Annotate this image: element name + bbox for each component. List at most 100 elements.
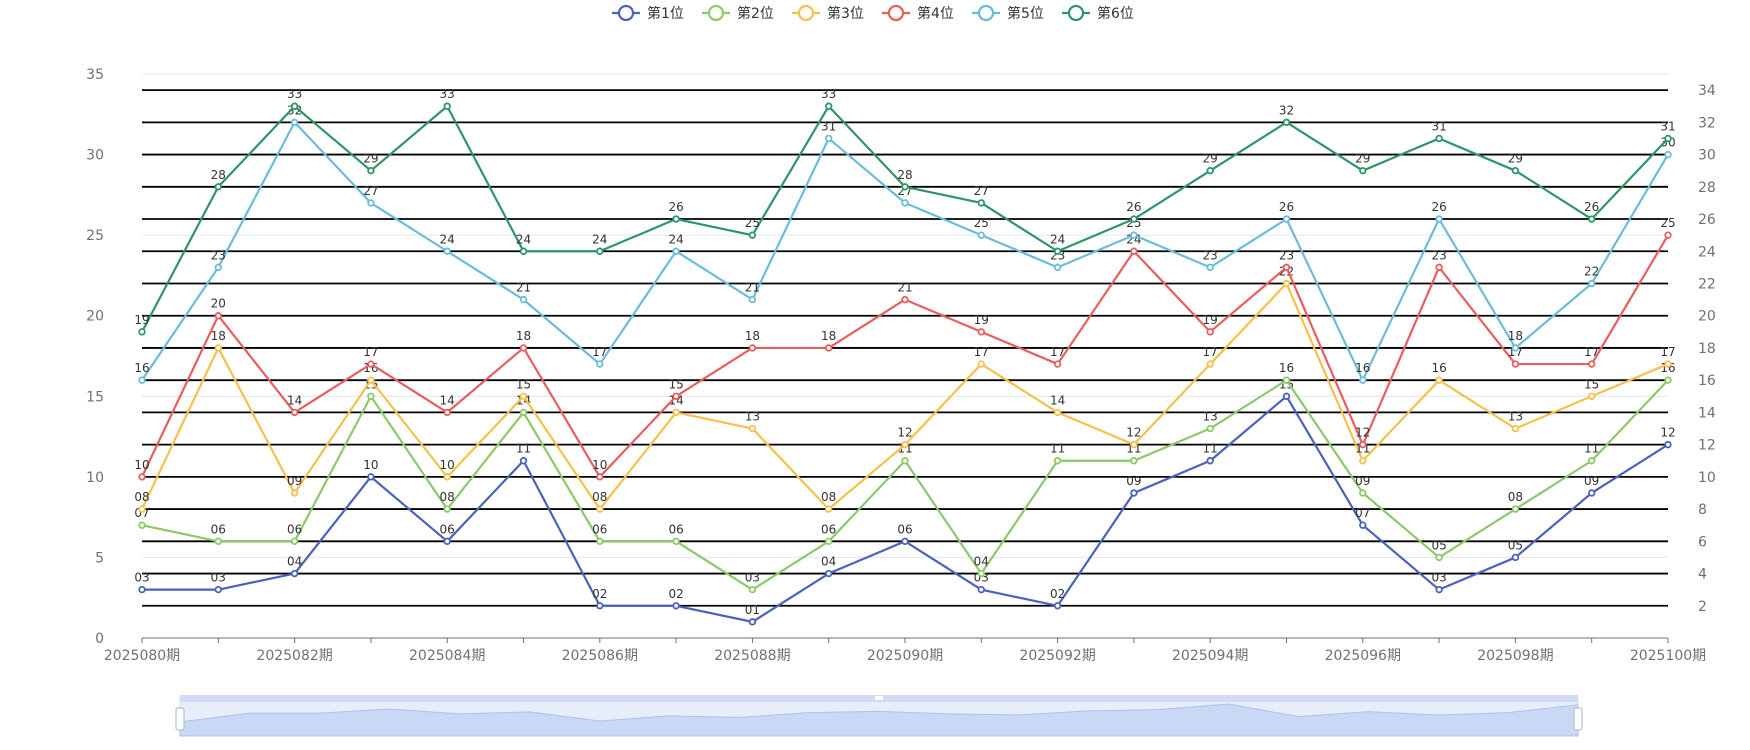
data-label: 08 <box>440 490 455 504</box>
data-point <box>1664 134 1672 143</box>
data-point <box>748 344 757 352</box>
data-label: 18 <box>821 329 836 343</box>
data-label: 01 <box>745 603 760 617</box>
y-right-tick-label: 2 <box>1698 599 1707 615</box>
data-label: 18 <box>1508 329 1523 343</box>
data-point <box>672 215 680 223</box>
legend-symbol <box>1067 4 1085 22</box>
data-point <box>214 344 222 352</box>
x-tick-label: 2025094期 <box>1172 648 1248 664</box>
data-label: 14 <box>287 393 302 407</box>
data-label: 16 <box>1355 361 1370 375</box>
data-point <box>1130 489 1138 497</box>
data-point <box>367 473 375 481</box>
data-point <box>672 247 680 255</box>
x-tick-label: 2025096期 <box>1325 648 1401 664</box>
data-label: 14 <box>440 393 455 407</box>
data-label: 12 <box>1355 426 1370 440</box>
data-label: 11 <box>516 442 531 456</box>
y-right-tick-label: 22 <box>1698 276 1716 292</box>
data-point <box>1130 440 1138 449</box>
legend-item[interactable]: 第5位 <box>972 4 1044 22</box>
data-point <box>901 183 909 191</box>
y-right-tick-label: 12 <box>1698 438 1716 454</box>
data-label: 22 <box>1584 264 1599 278</box>
data-label: 23 <box>1431 248 1446 262</box>
data-label: 28 <box>211 168 226 182</box>
data-label: 14 <box>1050 393 1065 407</box>
data-point <box>1282 376 1291 384</box>
legend-item[interactable]: 第6位 <box>1062 4 1134 22</box>
y-left-tick-label: 5 <box>95 550 104 566</box>
x-tick-label: 2025090期 <box>867 648 943 664</box>
data-label: 24 <box>1050 232 1065 246</box>
data-label: 03 <box>134 571 149 585</box>
data-label: 02 <box>1050 587 1065 601</box>
data-point <box>1130 231 1138 239</box>
data-label: 29 <box>363 152 378 166</box>
legend-item[interactable]: 第3位 <box>792 4 864 22</box>
x-tick-label: 2025086期 <box>562 648 638 664</box>
data-label: 06 <box>287 522 302 536</box>
data-point <box>443 537 451 546</box>
data-point <box>1587 360 1596 368</box>
data-label: 25 <box>974 216 989 230</box>
data-label: 14 <box>668 393 683 407</box>
data-label: 24 <box>592 232 607 246</box>
data-label: 10 <box>440 458 455 472</box>
data-point <box>1282 215 1291 223</box>
data-label: 17 <box>1050 345 1065 359</box>
data-label: 08 <box>821 490 836 504</box>
data-zoom-slider[interactable] <box>175 695 1583 737</box>
data-point <box>1282 279 1291 288</box>
data-label: 32 <box>1279 103 1294 117</box>
y-right-tick-label: 32 <box>1698 115 1716 131</box>
data-label: 04 <box>974 555 989 569</box>
data-point <box>367 199 375 207</box>
data-point <box>1359 376 1367 384</box>
data-point <box>1359 440 1367 449</box>
data-label: 24 <box>668 232 683 246</box>
data-label: 33 <box>287 87 302 101</box>
series-1: 03 03 04 10 06 11 02 02 01 04 06 03 02 09 11 15 07 03 05 09… <box>134 377 1676 626</box>
data-point <box>901 457 909 465</box>
y-right-tick-label: 4 <box>1698 567 1707 583</box>
data-point <box>1359 521 1367 529</box>
x-tick-label: 2025084期 <box>409 648 485 664</box>
data-label: 20 <box>211 297 226 311</box>
data-point <box>1130 457 1138 465</box>
data-label: 06 <box>821 522 836 536</box>
y-right-tick-label: 26 <box>1698 212 1716 228</box>
zoom-move-handle[interactable] <box>875 696 883 700</box>
y-right-tick-label: 28 <box>1698 180 1716 196</box>
data-point <box>1206 360 1214 368</box>
data-point <box>825 537 833 546</box>
data-point <box>825 134 833 143</box>
legend-label: 第5位 <box>1007 5 1044 22</box>
data-label: 25 <box>745 216 760 230</box>
data-label: 33 <box>440 87 455 101</box>
legend-item[interactable]: 第1位 <box>612 4 684 22</box>
series-5: 16 23 32 27 24 21 17 24 21 31 27 25 23 25 23 26 16 26 18 22… <box>134 103 1676 384</box>
zoom-handle-right[interactable] <box>1573 707 1583 731</box>
data-point <box>138 473 146 481</box>
legend-item[interactable]: 第4位 <box>882 4 954 22</box>
zoom-handle-left[interactable] <box>175 707 185 731</box>
data-point <box>519 344 528 352</box>
data-point <box>901 199 909 207</box>
data-label: 18 <box>516 329 531 343</box>
data-point <box>290 102 299 110</box>
data-point <box>1053 360 1062 368</box>
data-point <box>1435 263 1443 272</box>
legend-item[interactable]: 第2位 <box>702 4 774 22</box>
data-point <box>748 231 757 239</box>
legend-label: 第3位 <box>827 5 864 22</box>
y-left-tick-label: 30 <box>86 148 104 164</box>
data-point <box>596 360 604 368</box>
data-point <box>1587 489 1596 497</box>
data-label: 15 <box>668 377 683 391</box>
data-point <box>825 102 833 110</box>
x-tick-label: 2025082期 <box>256 648 332 664</box>
legend-symbol <box>977 4 995 22</box>
